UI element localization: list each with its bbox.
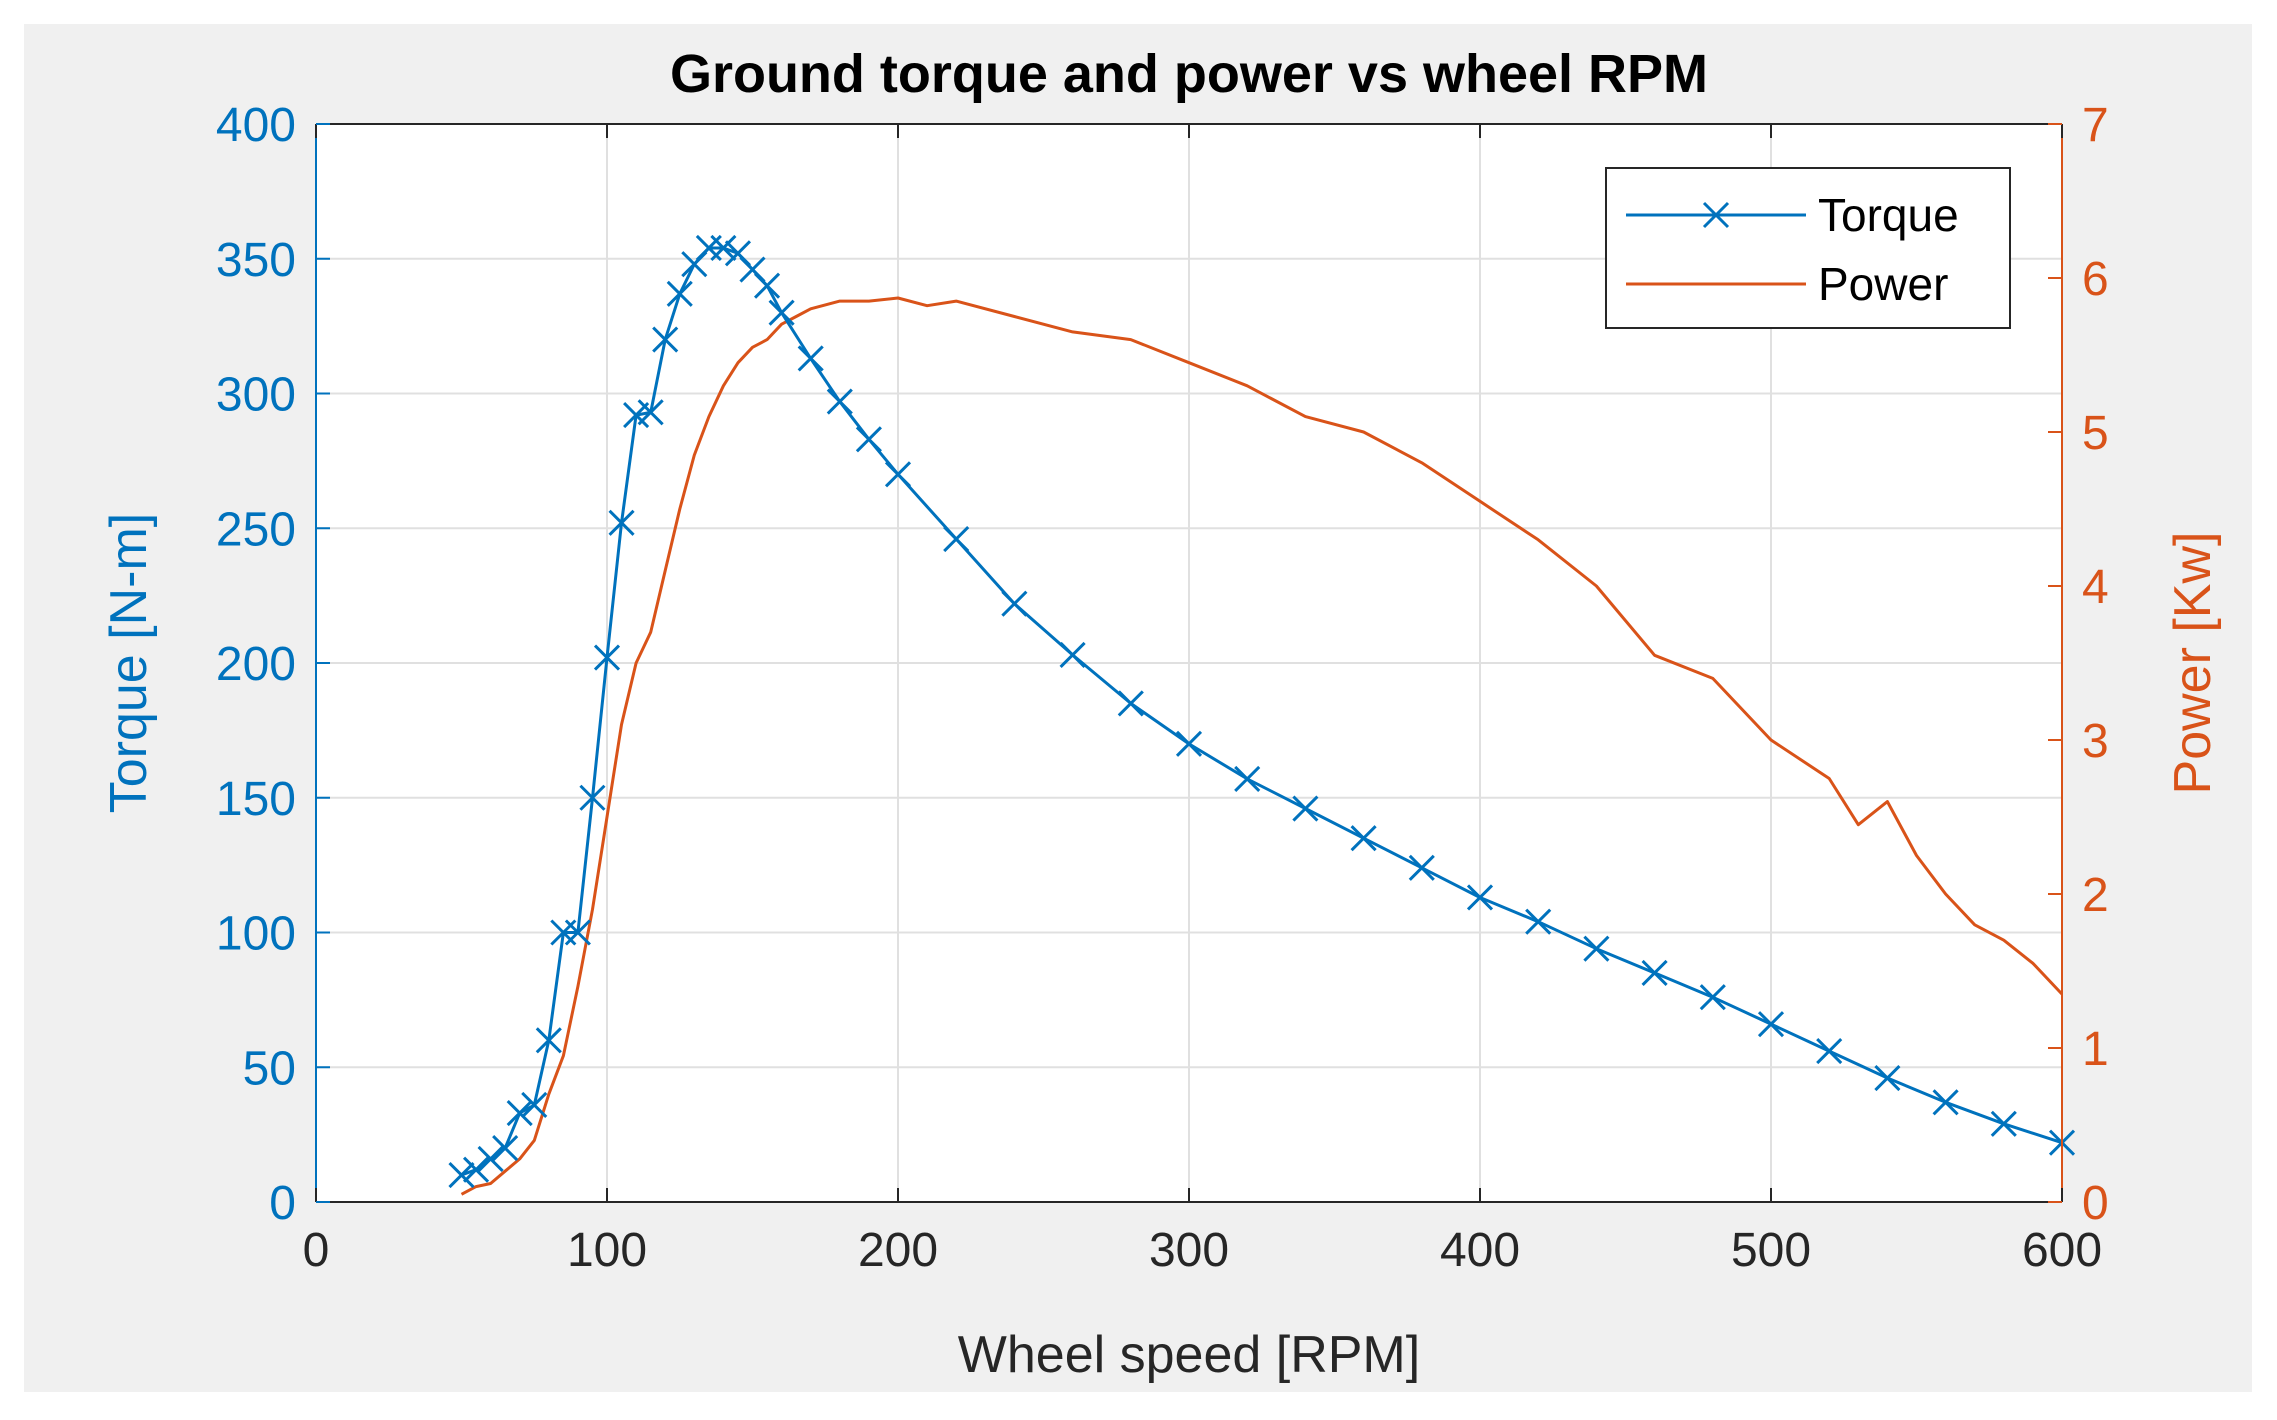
torque-marker-30 (1117, 690, 1144, 717)
y-right-tick-label-6: 6 (2082, 253, 2109, 306)
torque-marker-29 (1059, 641, 1086, 668)
torque-marker-27 (943, 525, 970, 553)
axes (315, 123, 2063, 1203)
y-left-tick-label-5: 250 (216, 503, 296, 556)
y-left-tick-label-3: 150 (216, 773, 296, 826)
torque-marker-11 (608, 509, 635, 536)
torque-marker-39 (1641, 959, 1668, 986)
torque-marker-21 (753, 272, 781, 299)
torque-marker-31 (1175, 730, 1203, 757)
x-tick-label-2: 200 (858, 1224, 938, 1277)
power-line (460, 296, 2064, 1196)
x-tick-label-6: 600 (2022, 1224, 2102, 1277)
torque-marker-43 (1874, 1064, 1901, 1092)
torque-marker-3 (492, 1135, 519, 1162)
torque-marker-0 (448, 1161, 475, 1189)
y-axis-label-right: Power [Kw] (2164, 532, 2222, 795)
torque-marker-5 (521, 1091, 548, 1119)
torque-marker-4 (506, 1099, 533, 1127)
torque-marker-10 (593, 644, 621, 671)
y-right-tick-label-0: 0 (2082, 1177, 2109, 1230)
legend-torque-label: Torque (1818, 189, 1959, 241)
y-left-tick-label-0: 0 (269, 1177, 296, 1230)
torque-marker-25 (855, 426, 882, 453)
legend-box (1605, 167, 2011, 329)
torque-marker-37 (1525, 908, 1552, 935)
y-right-tick-label-3: 3 (2082, 715, 2109, 768)
torque-series (448, 234, 2076, 1189)
x-tick-label-0: 0 (303, 1224, 330, 1277)
torque-marker-32 (1234, 765, 1261, 792)
y-left-tick-label-2: 100 (216, 908, 296, 961)
x-tick-label-5: 500 (1731, 1224, 1811, 1277)
torque-marker-26 (884, 461, 912, 488)
y-right-tick-label-5: 5 (2082, 407, 2109, 460)
y-right-tick-label-7: 7 (2082, 99, 2109, 152)
y-left-tick-label-1: 50 (243, 1042, 296, 1095)
torque-marker-38 (1583, 935, 1610, 962)
legend-torque-marker-icon (1702, 201, 1730, 229)
torque-marker-41 (1757, 1011, 1785, 1038)
torque-marker-2 (477, 1145, 504, 1172)
torque-marker-15 (666, 280, 693, 307)
torque-marker-28 (1001, 590, 1028, 617)
power-series (460, 296, 2064, 1196)
torque-marker-42 (1816, 1038, 1843, 1065)
y-right-tick-label-1: 1 (2082, 1023, 2109, 1076)
torque-marker-23 (797, 345, 824, 372)
torque-marker-14 (652, 326, 679, 353)
torque-marker-33 (1292, 795, 1319, 822)
torque-marker-1 (462, 1156, 490, 1183)
torque-marker-34 (1350, 825, 1377, 852)
torque-marker-24 (826, 388, 853, 415)
torque-marker-44 (1932, 1089, 1959, 1116)
torque-marker-22 (768, 299, 795, 326)
y-left-tick-label-7: 350 (216, 234, 296, 287)
legend: Torque Power (1605, 167, 2011, 329)
chart-title: Ground torque and power vs wheel RPM (670, 44, 1708, 104)
torque-marker-6 (535, 1027, 562, 1054)
y-left-tick-label-4: 200 (216, 638, 296, 691)
x-tick-label-1: 100 (567, 1224, 647, 1277)
torque-marker-13 (637, 399, 664, 426)
y-left-tick-label-6: 300 (216, 369, 296, 422)
torque-marker-9 (579, 784, 606, 811)
x-tick-label-3: 300 (1149, 1224, 1229, 1277)
y-right-tick-label-2: 2 (2082, 869, 2109, 922)
y-left-tick-label-8: 400 (216, 99, 296, 152)
torque-marker-36 (1466, 884, 1494, 911)
torque-marker-45 (1990, 1110, 2017, 1137)
torque-marker-40 (1699, 984, 1726, 1011)
legend-power-label: Power (1818, 258, 1948, 310)
x-tick-label-4: 400 (1440, 1224, 1520, 1277)
y-axis-label-left: Torque [N-m] (100, 513, 158, 814)
x-axis-label: Wheel speed [RPM] (958, 1326, 1420, 1384)
y-right-tick-label-4: 4 (2082, 561, 2109, 614)
tick-labels: 0 100 200 300 400 500 600050100150200250300350… (216, 99, 2109, 1277)
torque-marker-18 (710, 234, 737, 262)
torque-marker-35 (1408, 854, 1435, 881)
torque-marker-8 (564, 919, 591, 946)
